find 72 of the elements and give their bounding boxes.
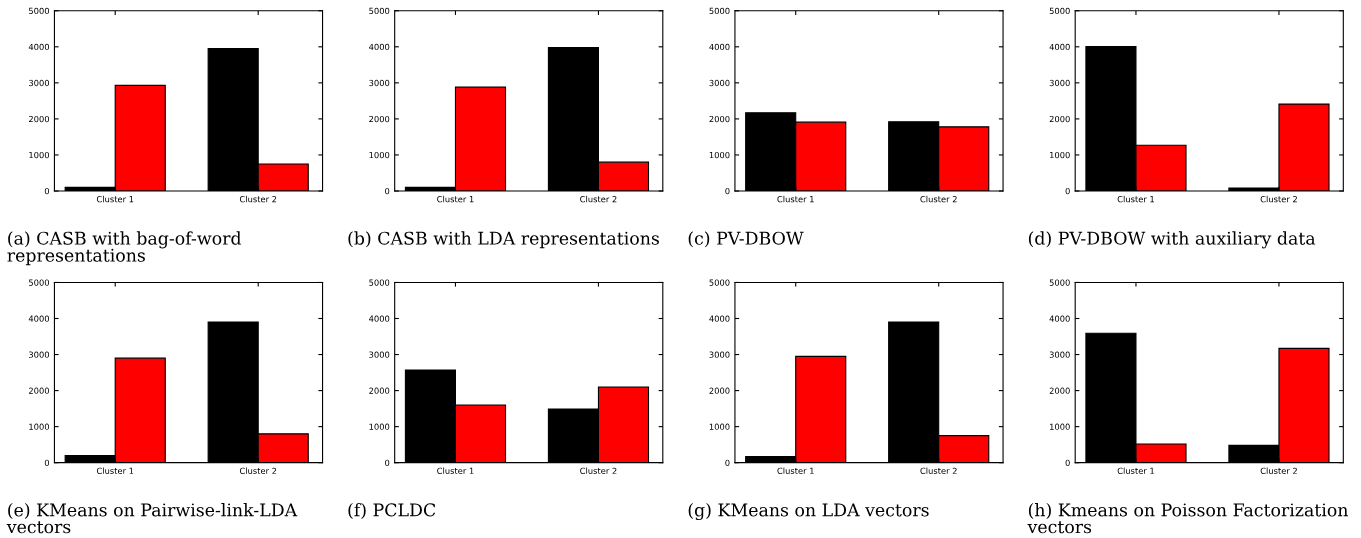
text: (g) KMeans on LDA vectors bbox=[688, 503, 929, 521]
y-tick-label: 5000 bbox=[369, 279, 390, 286]
text: (f) PCLDC bbox=[348, 503, 436, 519]
y-tick-label: 2000 bbox=[369, 387, 390, 394]
y-tick-label: 1000 bbox=[709, 151, 730, 159]
y-tick-label: 3000 bbox=[369, 351, 390, 358]
y-tick-label: 2000 bbox=[709, 387, 730, 394]
x-tick-label: Cluster 2 bbox=[1260, 467, 1297, 474]
text: (e) KMeans on Pairwise-link-LDA vectors bbox=[6, 503, 298, 534]
text: (b) CASB with LDA representations bbox=[348, 231, 659, 249]
y-tick-label: 3000 bbox=[709, 351, 730, 358]
y-tick-label: 5000 bbox=[709, 7, 730, 15]
y-tick-label: 2000 bbox=[28, 115, 50, 123]
y-tick-label: 1000 bbox=[1050, 423, 1070, 430]
y-tick-label: 3000 bbox=[29, 351, 50, 358]
y-tick-label: 5000 bbox=[29, 279, 50, 286]
x-tick-label: Cluster 2 bbox=[920, 467, 957, 474]
y-tick-label: 3000 bbox=[369, 79, 390, 87]
y-tick-label: 3000 bbox=[29, 79, 50, 87]
y-tick-label: 3000 bbox=[709, 79, 730, 87]
x-tick-label: Cluster 2 bbox=[1260, 195, 1297, 203]
text: (a) CASB with bag-of-word representations bbox=[7, 231, 242, 266]
y-tick-label: 0 bbox=[725, 459, 730, 466]
y-tick-label: 4000 bbox=[369, 43, 390, 51]
y-tick-label: 1000 bbox=[709, 423, 730, 430]
y-tick-label: 1000 bbox=[369, 423, 390, 430]
y-tick-label: 4000 bbox=[709, 43, 730, 51]
x-tick-label: Cluster 2 bbox=[580, 467, 617, 474]
y-tick-label: 2000 bbox=[1049, 115, 1070, 123]
y-tick-label: 5000 bbox=[1049, 7, 1070, 15]
y-tick-label: 5000 bbox=[369, 7, 390, 15]
y-tick-label: 0 bbox=[44, 187, 50, 195]
x-tick-label: Cluster 2 bbox=[580, 195, 617, 203]
x-tick-label: Cluster 1 bbox=[437, 467, 474, 474]
x-tick-label: Cluster 1 bbox=[777, 195, 814, 203]
y-tick-label: 3000 bbox=[1049, 79, 1070, 87]
x-tick-label: Cluster 1 bbox=[96, 195, 134, 203]
y-tick-label: 1000 bbox=[29, 423, 50, 430]
y-tick-label: 1000 bbox=[29, 151, 50, 159]
x-tick-label: Cluster 2 bbox=[920, 195, 957, 203]
x-tick-label: Cluster 2 bbox=[239, 467, 277, 474]
y-tick-label: 4000 bbox=[1049, 315, 1070, 322]
x-tick-label: Cluster 1 bbox=[437, 195, 474, 203]
y-tick-label: 3000 bbox=[1049, 351, 1070, 358]
x-tick-label: Cluster 2 bbox=[239, 195, 277, 203]
y-tick-label: 2000 bbox=[28, 387, 50, 394]
y-tick-label: 2000 bbox=[709, 115, 730, 123]
y-tick-label: 0 bbox=[725, 187, 730, 195]
x-tick-label: Cluster 1 bbox=[777, 467, 814, 474]
y-tick-label: 0 bbox=[385, 187, 390, 195]
y-tick-label: 1000 bbox=[1050, 151, 1070, 159]
x-tick-label: Cluster 1 bbox=[1117, 467, 1154, 474]
text: (d) PV-DBOW with auxiliary data bbox=[1028, 231, 1316, 249]
y-tick-label: 2000 bbox=[369, 115, 390, 123]
y-tick-label: 0 bbox=[1065, 459, 1070, 466]
y-tick-label: 4000 bbox=[28, 43, 50, 51]
text: (c) PV-DBOW bbox=[688, 231, 804, 248]
y-tick-label: 2000 bbox=[1049, 387, 1070, 394]
y-tick-label: 0 bbox=[44, 459, 50, 466]
y-tick-label: 5000 bbox=[29, 7, 50, 15]
y-tick-label: 5000 bbox=[1049, 279, 1070, 286]
x-tick-label: Cluster 1 bbox=[1117, 195, 1154, 203]
y-tick-label: 1000 bbox=[369, 151, 390, 159]
y-tick-label: 4000 bbox=[709, 315, 730, 322]
y-tick-label: 5000 bbox=[709, 279, 730, 286]
y-tick-label: 0 bbox=[1065, 187, 1070, 195]
x-tick-label: Cluster 1 bbox=[96, 467, 134, 474]
y-tick-label: 4000 bbox=[369, 315, 390, 322]
y-tick-label: 4000 bbox=[28, 315, 50, 322]
text: (h) Kmeans on Poisson Factorization vectors bbox=[1027, 503, 1348, 534]
y-tick-label: 0 bbox=[385, 459, 390, 466]
y-tick-label: 4000 bbox=[1049, 43, 1070, 51]
